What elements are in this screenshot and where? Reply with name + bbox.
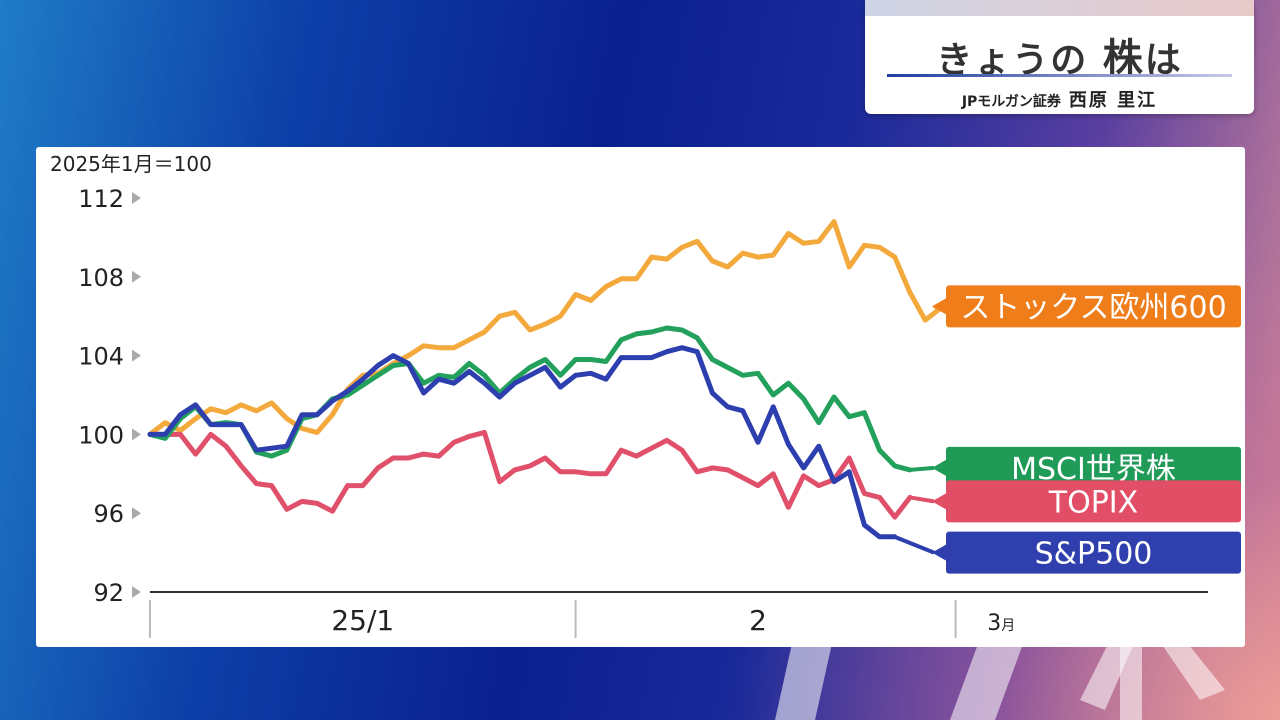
series-leader-sp500	[894, 534, 935, 555]
series-label-box-stoxx	[946, 285, 1241, 328]
series-line-sp500	[147, 345, 898, 540]
y-tick-label: 104	[78, 343, 124, 371]
commentator-name: 西原 里江	[1068, 90, 1158, 111]
series-leader-topix	[909, 495, 935, 504]
chart-card: 2025年1月＝100 92 96 100 104 108 112 25/1 2 3月 ストッ…	[36, 147, 1245, 647]
y-tick-label: 96	[93, 500, 124, 528]
y-tick-marker	[132, 428, 141, 441]
x-tick-label: 25/1	[331, 604, 394, 637]
y-tick-label: 108	[78, 264, 124, 292]
y-tick-label: 92	[93, 579, 124, 607]
y-tick-marker	[132, 586, 141, 598]
series-leader-msci	[909, 465, 935, 472]
series-label-sp500: S&P500	[1035, 537, 1153, 572]
series-pointer-topix	[932, 493, 946, 510]
x-tick-label: 3月	[987, 611, 1015, 636]
series-label-box-msci	[946, 446, 1241, 489]
unit-note: 2025年1月＝100	[50, 152, 212, 176]
commentator-byline: JPモルガン証券 西原 里江	[865, 86, 1254, 112]
y-tick-marker	[132, 349, 141, 362]
series-pointer-sp500	[932, 544, 946, 561]
series-line-stoxx	[147, 219, 943, 437]
series-pointer-stoxx	[932, 298, 946, 315]
y-axis: 92 96 100 104 108 112	[78, 185, 141, 607]
y-tick-label: 100	[78, 421, 124, 449]
title-rule	[887, 74, 1232, 77]
series-pointer-msci	[932, 459, 946, 476]
title-card-topbar	[865, 0, 1254, 16]
y-tick-marker	[132, 192, 141, 204]
line-chart: 2025年1月＝100 92 96 100 104 108 112 25/1 2 3月 ストッ…	[50, 152, 1241, 638]
title-card: きょうの 株は JPモルガン証券 西原 里江	[865, 0, 1254, 114]
y-tick-marker	[132, 507, 141, 520]
series-label-box-topix	[946, 480, 1241, 523]
y-tick-marker	[132, 270, 141, 283]
series-label-box-sp500	[946, 531, 1241, 574]
x-axis: 25/1 2 3月	[149, 591, 1208, 638]
series-label-topix: TOPIX	[1048, 485, 1138, 520]
y-tick-label: 112	[78, 185, 124, 213]
x-tick-label: 2	[749, 604, 767, 637]
commentator-org: JPモルガン証券	[961, 94, 1061, 110]
series-line-topix	[147, 429, 913, 520]
series-label-stoxx: ストックス欧州600	[960, 290, 1226, 325]
series-line-msci	[147, 325, 913, 473]
series-lines	[147, 219, 943, 540]
